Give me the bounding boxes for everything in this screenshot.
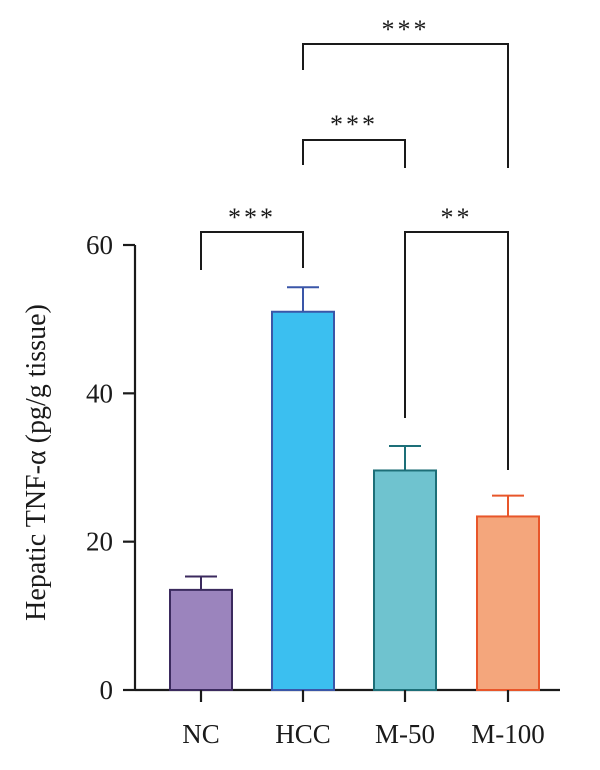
significance-bracket	[200, 231, 304, 270]
x-category-label: NC	[182, 719, 220, 749]
y-tick-label: 40	[86, 378, 113, 408]
significance-bracket	[404, 231, 509, 470]
y-axis-title: Hepatic TNF-α (pg/g tissue)	[21, 304, 52, 621]
significance-label: ***	[382, 15, 430, 44]
significance-label: ***	[228, 203, 276, 232]
significance-bracket	[302, 43, 509, 168]
x-category-label: M-100	[471, 719, 545, 749]
x-category-label: HCC	[275, 719, 331, 749]
y-tick-label: 0	[100, 675, 114, 705]
y-tick-label: 20	[86, 527, 113, 557]
bar-m-50	[373, 469, 437, 692]
bar-nc	[169, 588, 233, 691]
x-category-label: M-50	[375, 719, 435, 749]
significance-label: ***	[330, 110, 378, 139]
significance-label: **	[441, 203, 473, 232]
significance-bracket	[302, 139, 406, 168]
bar-m-100	[476, 515, 540, 692]
bar-hcc	[271, 310, 335, 691]
y-tick-label: 60	[86, 230, 113, 260]
